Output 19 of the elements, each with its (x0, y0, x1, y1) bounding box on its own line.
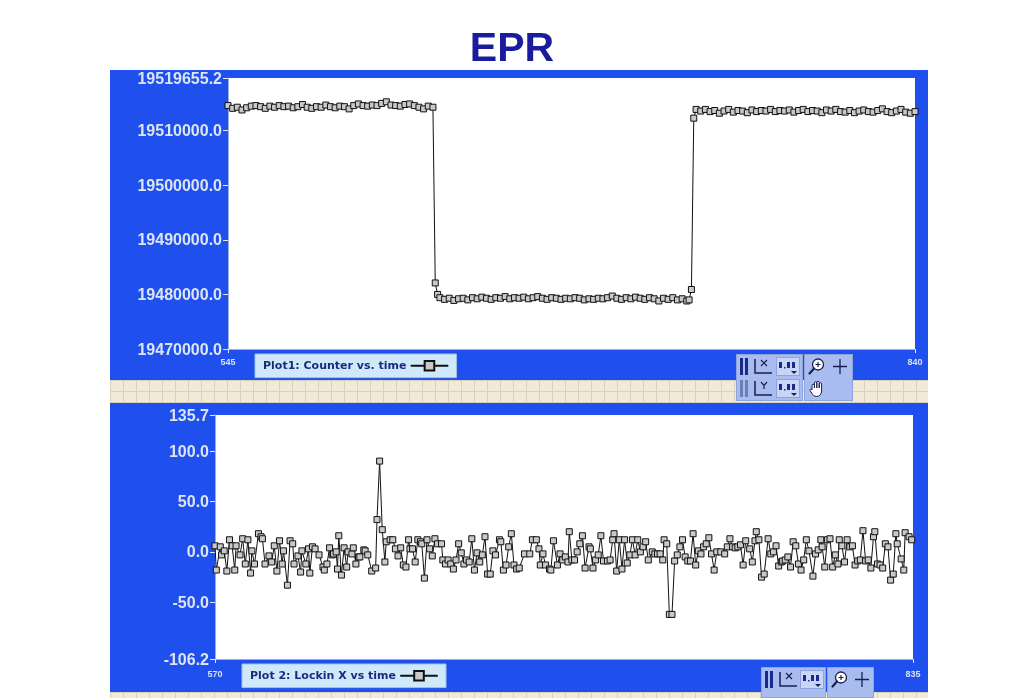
y-tick-label: 19470000.0 (137, 340, 223, 358)
y-tick-label: -50.0 (172, 593, 210, 611)
legend-label: Plot 2: Lockin X vs time (249, 669, 396, 683)
y-tick-label: 19490000.0 (137, 231, 223, 249)
y-tick-label: 100.0 (168, 442, 210, 460)
x-tick-label: 545 (220, 356, 236, 367)
x-tick-label: 840 (907, 356, 923, 367)
y-tick-label: 0.0 (186, 543, 210, 561)
y-tick-label: 19480000.0 (137, 285, 223, 303)
x-tick-label: 570 (207, 668, 223, 679)
y-tick-label: 50.0 (177, 492, 210, 510)
y-tick-label: 19519655.2 (137, 69, 223, 87)
y-tick-label: 135.7 (168, 406, 210, 424)
x-tick-label: 835 (905, 668, 921, 679)
y-tick-label: 19500000.0 (137, 176, 223, 194)
legend-label: Plot1: Counter vs. time (262, 359, 407, 373)
y-tick-label: -106.2 (163, 650, 210, 668)
chart-title: EPR (469, 23, 555, 70)
y-tick-label: 19510000.0 (137, 122, 223, 140)
